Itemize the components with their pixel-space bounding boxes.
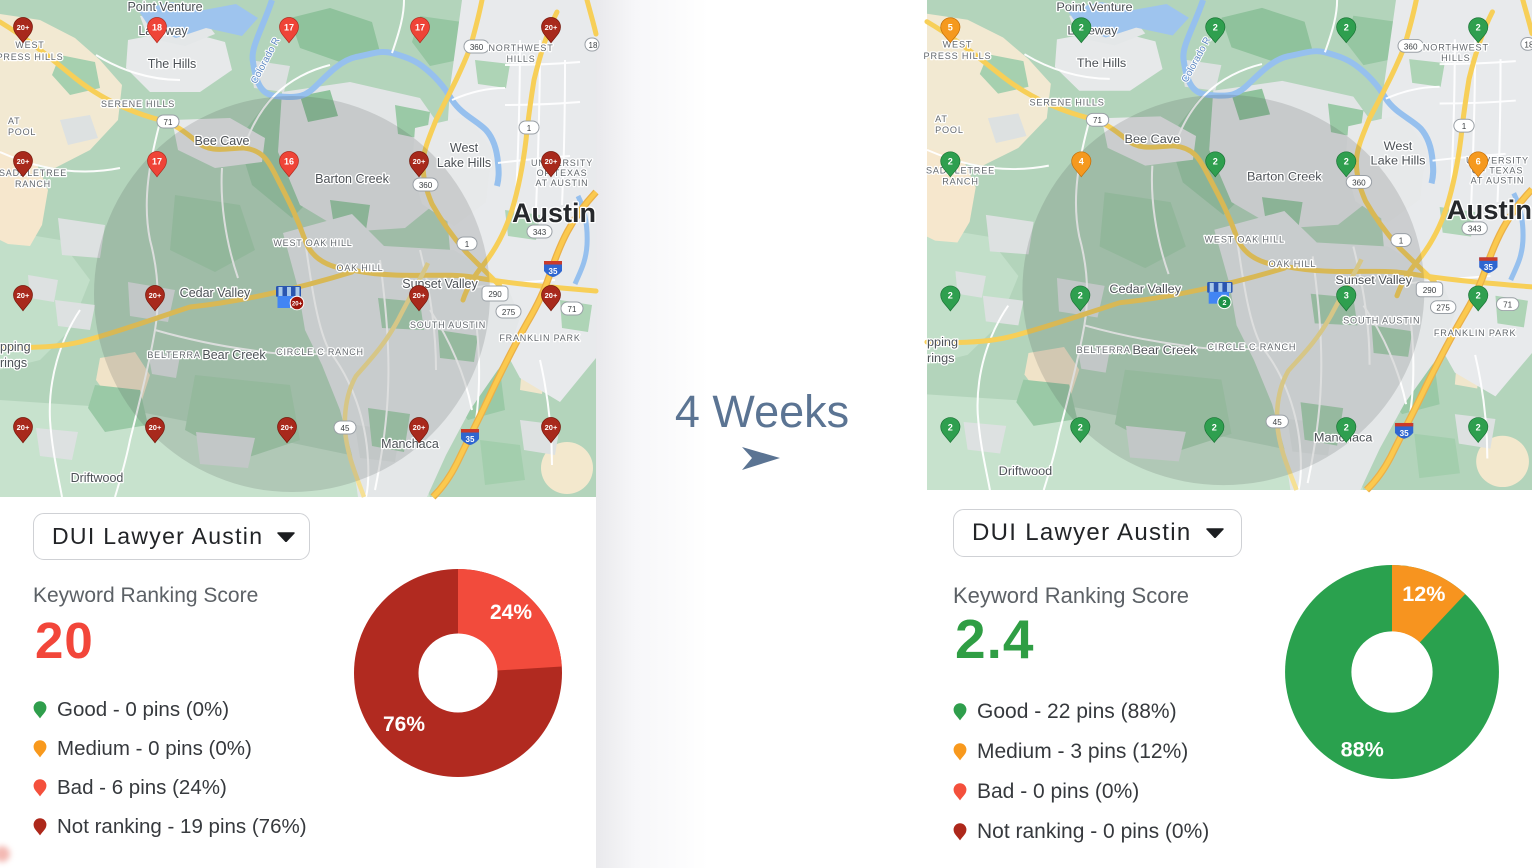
svg-text:17: 17 xyxy=(415,22,425,32)
svg-text:88%: 88% xyxy=(1341,736,1384,761)
svg-text:2: 2 xyxy=(948,157,953,167)
svg-text:20+: 20+ xyxy=(17,423,30,432)
svg-text:20+: 20+ xyxy=(545,157,558,166)
svg-text:5: 5 xyxy=(948,23,953,33)
svg-text:76%: 76% xyxy=(383,713,425,736)
svg-text:20+: 20+ xyxy=(17,291,30,300)
svg-text:20+: 20+ xyxy=(149,423,162,432)
svg-text:12%: 12% xyxy=(1402,581,1445,606)
svg-text:20+: 20+ xyxy=(413,291,426,300)
svg-text:2: 2 xyxy=(1476,422,1481,432)
svg-text:3: 3 xyxy=(1344,291,1349,301)
svg-text:20+: 20+ xyxy=(413,157,426,166)
svg-text:2: 2 xyxy=(1212,422,1217,432)
svg-text:2: 2 xyxy=(1344,422,1349,432)
svg-text:20+: 20+ xyxy=(17,157,30,166)
svg-text:20+: 20+ xyxy=(281,423,294,432)
svg-text:2: 2 xyxy=(1213,157,1218,167)
svg-text:2: 2 xyxy=(1476,23,1481,33)
svg-text:2: 2 xyxy=(1078,422,1083,432)
svg-text:20+: 20+ xyxy=(149,291,162,300)
svg-text:24%: 24% xyxy=(490,601,532,624)
svg-text:2: 2 xyxy=(1344,23,1349,33)
svg-text:2: 2 xyxy=(1078,291,1083,301)
svg-text:2: 2 xyxy=(1079,23,1084,33)
svg-text:20+: 20+ xyxy=(545,291,558,300)
svg-text:20+: 20+ xyxy=(545,23,558,32)
svg-text:18: 18 xyxy=(152,22,162,32)
svg-text:16: 16 xyxy=(284,156,294,166)
svg-text:20+: 20+ xyxy=(17,23,30,32)
svg-text:2: 2 xyxy=(1344,157,1349,167)
svg-text:2: 2 xyxy=(948,422,953,432)
svg-text:2: 2 xyxy=(1476,291,1481,301)
svg-text:2: 2 xyxy=(1213,23,1218,33)
svg-text:20+: 20+ xyxy=(413,423,426,432)
svg-text:17: 17 xyxy=(284,22,294,32)
svg-text:20+: 20+ xyxy=(545,423,558,432)
svg-text:6: 6 xyxy=(1476,157,1481,167)
svg-text:17: 17 xyxy=(152,156,162,166)
svg-text:20+: 20+ xyxy=(292,301,303,307)
svg-text:4: 4 xyxy=(1079,157,1084,167)
svg-text:2: 2 xyxy=(1222,300,1226,307)
svg-text:2: 2 xyxy=(948,291,953,301)
